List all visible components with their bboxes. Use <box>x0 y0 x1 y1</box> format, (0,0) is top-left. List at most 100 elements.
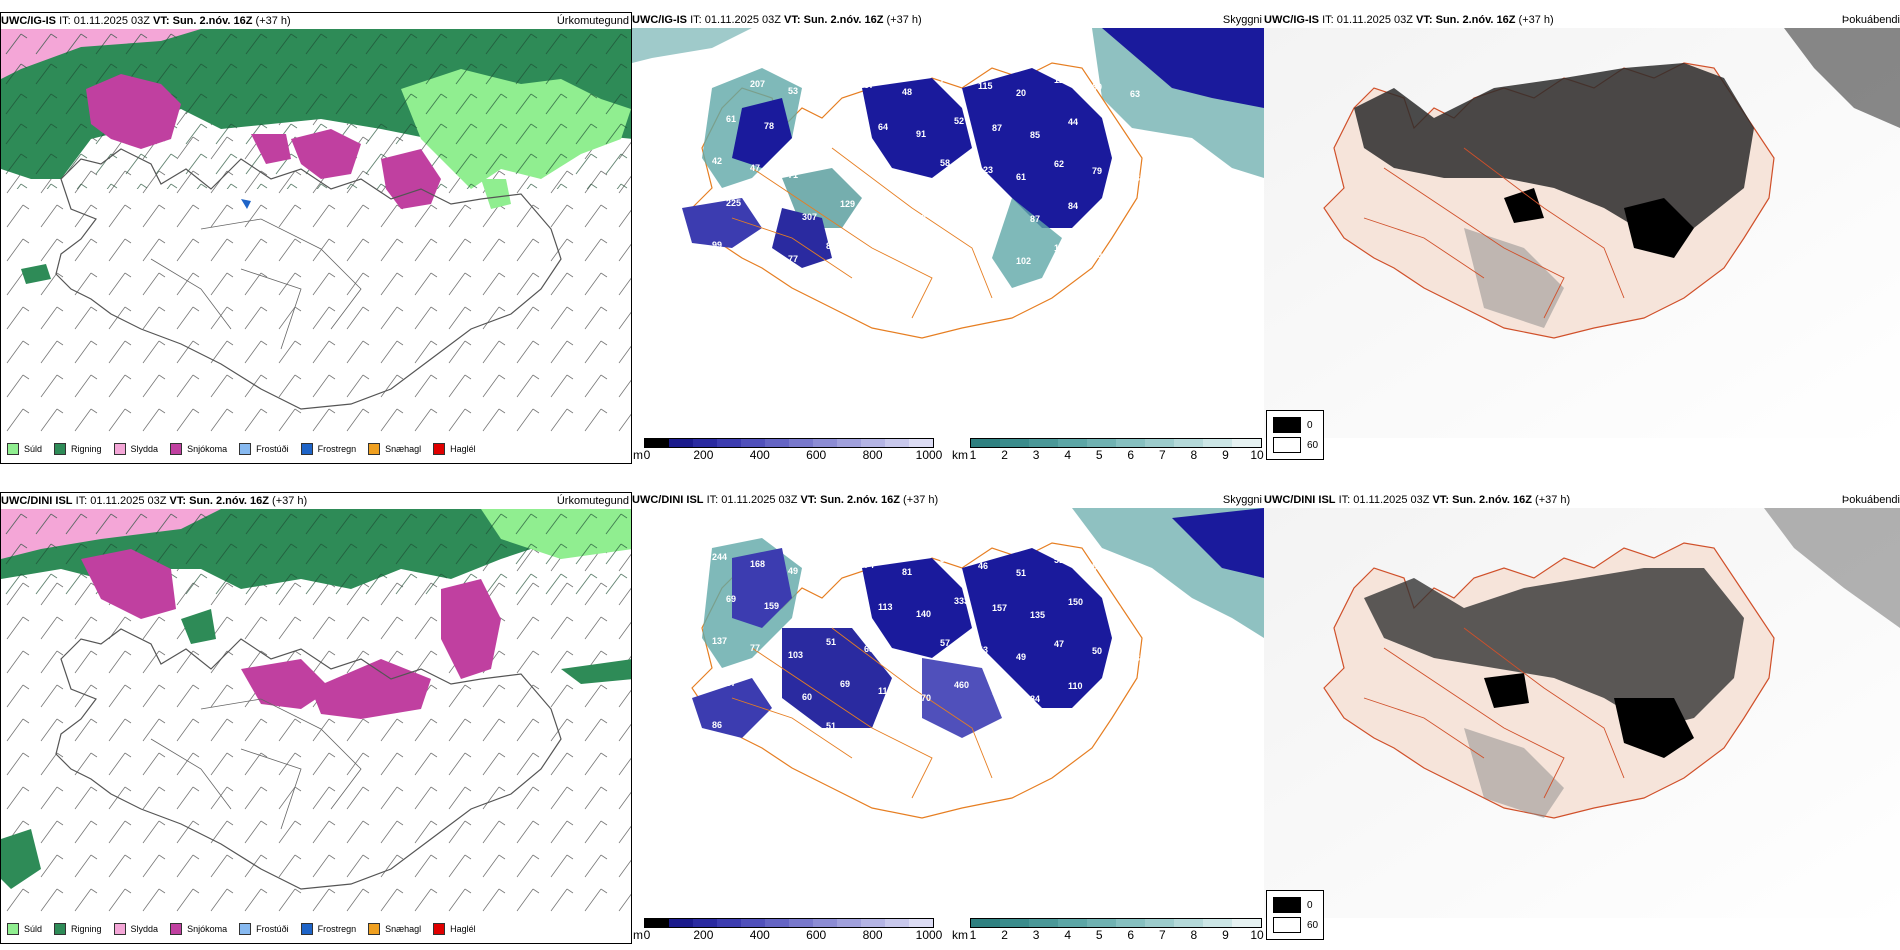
precip-legend-item: Súld <box>7 923 42 935</box>
visibility-value-label: 49 <box>826 157 837 167</box>
visibility-value-label: 131 <box>1054 243 1070 253</box>
lead-time: (+37 h) <box>272 495 308 507</box>
visibility-colorbar-km: km 1 2 3 4 5 6 7 8 9 10 <box>952 918 1264 942</box>
init-time: IT: 01.11.2025 03Z <box>690 14 781 26</box>
colorbar-tick-label: 1000 <box>915 448 943 462</box>
colorbar-tick-label: 10 <box>1250 928 1264 942</box>
visibility-value-label: 58 <box>864 728 875 738</box>
visibility-value-label: 52 <box>954 116 965 126</box>
colorbar-tick-label: 800 <box>862 448 883 462</box>
fog-key-bottom: 0 60 <box>1266 890 1324 940</box>
init-time: IT: 01.11.2025 03Z <box>1338 494 1430 506</box>
fog-key-swatch <box>1273 417 1301 433</box>
precip-legend-swatch <box>368 923 381 935</box>
colorbar-segment <box>1029 439 1058 447</box>
colorbar-tick-label: 2 <box>1001 448 1008 462</box>
panel-title: Úrkomutegund <box>556 495 629 507</box>
km-colorbar <box>970 438 1262 448</box>
visibility-value-label: 168 <box>750 559 766 569</box>
model-name: UWC/IG-IS <box>1264 14 1319 26</box>
visibility-value-label: 64 <box>878 122 889 132</box>
fog-key-swatch <box>1273 437 1301 453</box>
colorbar-segment <box>693 919 717 927</box>
visibility-value-label: 20 <box>712 72 723 82</box>
model-name: UWC/IG-IS <box>632 14 687 26</box>
visibility-map <box>632 28 1264 438</box>
colorbar-segment <box>1087 919 1116 927</box>
visibility-value-label: 226 <box>764 205 780 215</box>
panel-title: Skyggni <box>1222 14 1262 26</box>
visibility-map <box>632 508 1264 918</box>
visibility-value-label: 60 <box>840 115 851 125</box>
visibility-value-label: 159 <box>764 601 780 611</box>
colorbar-segment <box>693 439 717 447</box>
visibility-value-label: 71 <box>788 170 799 180</box>
precip-legend-label: Frostúði <box>256 444 289 454</box>
colorbar-segment <box>885 439 909 447</box>
visibility-value-label: 51 <box>826 721 837 731</box>
precip-type-map <box>1 29 631 439</box>
visibility-value-label: 140 <box>916 609 932 619</box>
m-colorbar <box>644 438 934 448</box>
precip-legend: Súld Rigning Slydda Snjókoma Frostúði Frostre… <box>7 440 488 458</box>
panel-header: UWC/DINI ISL IT: 01.11.2025 03Z VT: Sun.… <box>632 492 1264 508</box>
colorbar-tick-label: 1 <box>969 448 977 462</box>
colorbar-tick-label: 4 <box>1064 448 1071 462</box>
panel-header: UWC/IG-IS IT: 01.11.2025 03Z VT: Sun. 2.… <box>1264 12 1900 28</box>
precip-legend-swatch <box>433 923 446 935</box>
precip-legend-label: Snæhagl <box>385 924 422 934</box>
visibility-value-label: 53 <box>978 645 989 655</box>
visibility-value-label: 48 <box>902 87 913 97</box>
colorbar-segment <box>741 439 765 447</box>
colorbar-segment <box>765 439 789 447</box>
fog-key-row: 60 <box>1273 917 1318 933</box>
visibility-value-label: 63 <box>864 644 875 654</box>
visibility-value-label: 79 <box>1092 166 1103 176</box>
colorbar-segment <box>1000 439 1029 447</box>
precip-legend-label: Snjókoma <box>187 924 228 934</box>
visibility-value-label: 307 <box>802 212 818 222</box>
visibility-value-label: 77 <box>750 643 761 653</box>
visibility-value-label: 86 <box>712 720 723 730</box>
visibility-value-label: 82 <box>916 213 927 223</box>
colorbar-segment <box>1203 919 1232 927</box>
colorbar-tick-label: 0 <box>643 448 651 462</box>
precip-legend-label: Frostregn <box>317 444 357 454</box>
colorbar-segment <box>645 919 669 927</box>
visibility-panel-top: UWC/IG-IS IT: 01.11.2025 03Z VT: Sun. 2.… <box>632 12 1264 464</box>
colorbar-tick-label: 5 <box>1095 928 1103 942</box>
visibility-value-label: 56 <box>1092 562 1103 572</box>
colorbar-tick-label: 8 <box>1190 448 1198 462</box>
panel-header: UWC/IG-IS IT: 01.11.2025 03Z VT: Sun. 2.… <box>1 13 631 29</box>
colorbar-segment <box>1000 919 1029 927</box>
init-time: IT: 01.11.2025 03Z <box>75 495 167 507</box>
precip-legend-swatch <box>113 923 126 935</box>
visibility-value-label: 87 <box>1030 214 1041 224</box>
visibility-value-label: 63 <box>902 255 913 265</box>
colorbar-tick-label: 1000 <box>915 928 943 942</box>
precip-legend-swatch <box>7 443 19 455</box>
colorbar-segment <box>971 919 1000 927</box>
visibility-value-label: 20 <box>1016 88 1027 98</box>
visibility-value-label: 60 <box>1092 82 1103 92</box>
colorbar-segment <box>1203 439 1232 447</box>
colorbar-tick-label: 7 <box>1158 928 1166 942</box>
colorbar-tick-label: 9 <box>1222 448 1229 462</box>
colorbar-segment <box>909 919 933 927</box>
precip-legend-item: Slydda <box>113 923 158 935</box>
precip-legend-swatch <box>113 443 126 455</box>
visibility-value-label: 53 <box>1130 653 1141 663</box>
visibility-value-label: 72 <box>1130 569 1141 579</box>
colorbar-segment <box>1174 439 1203 447</box>
km-colorbar <box>970 918 1262 928</box>
colorbar-segment <box>741 919 765 927</box>
visibility-value-label: 85 <box>1030 130 1041 140</box>
visibility-value-label: 78 <box>1144 695 1155 705</box>
visibility-value-label: 460 <box>954 680 970 690</box>
precip-legend: Súld Rigning Slydda Snjókoma Frostúði Frostre… <box>7 920 488 938</box>
visibility-value-label: 57 <box>864 80 875 90</box>
lead-time: (+37 h) <box>1518 14 1554 26</box>
colorbar-segment <box>717 919 741 927</box>
model-name: UWC/IG-IS <box>1 15 56 27</box>
visibility-value-label: 62 <box>1054 159 1065 169</box>
